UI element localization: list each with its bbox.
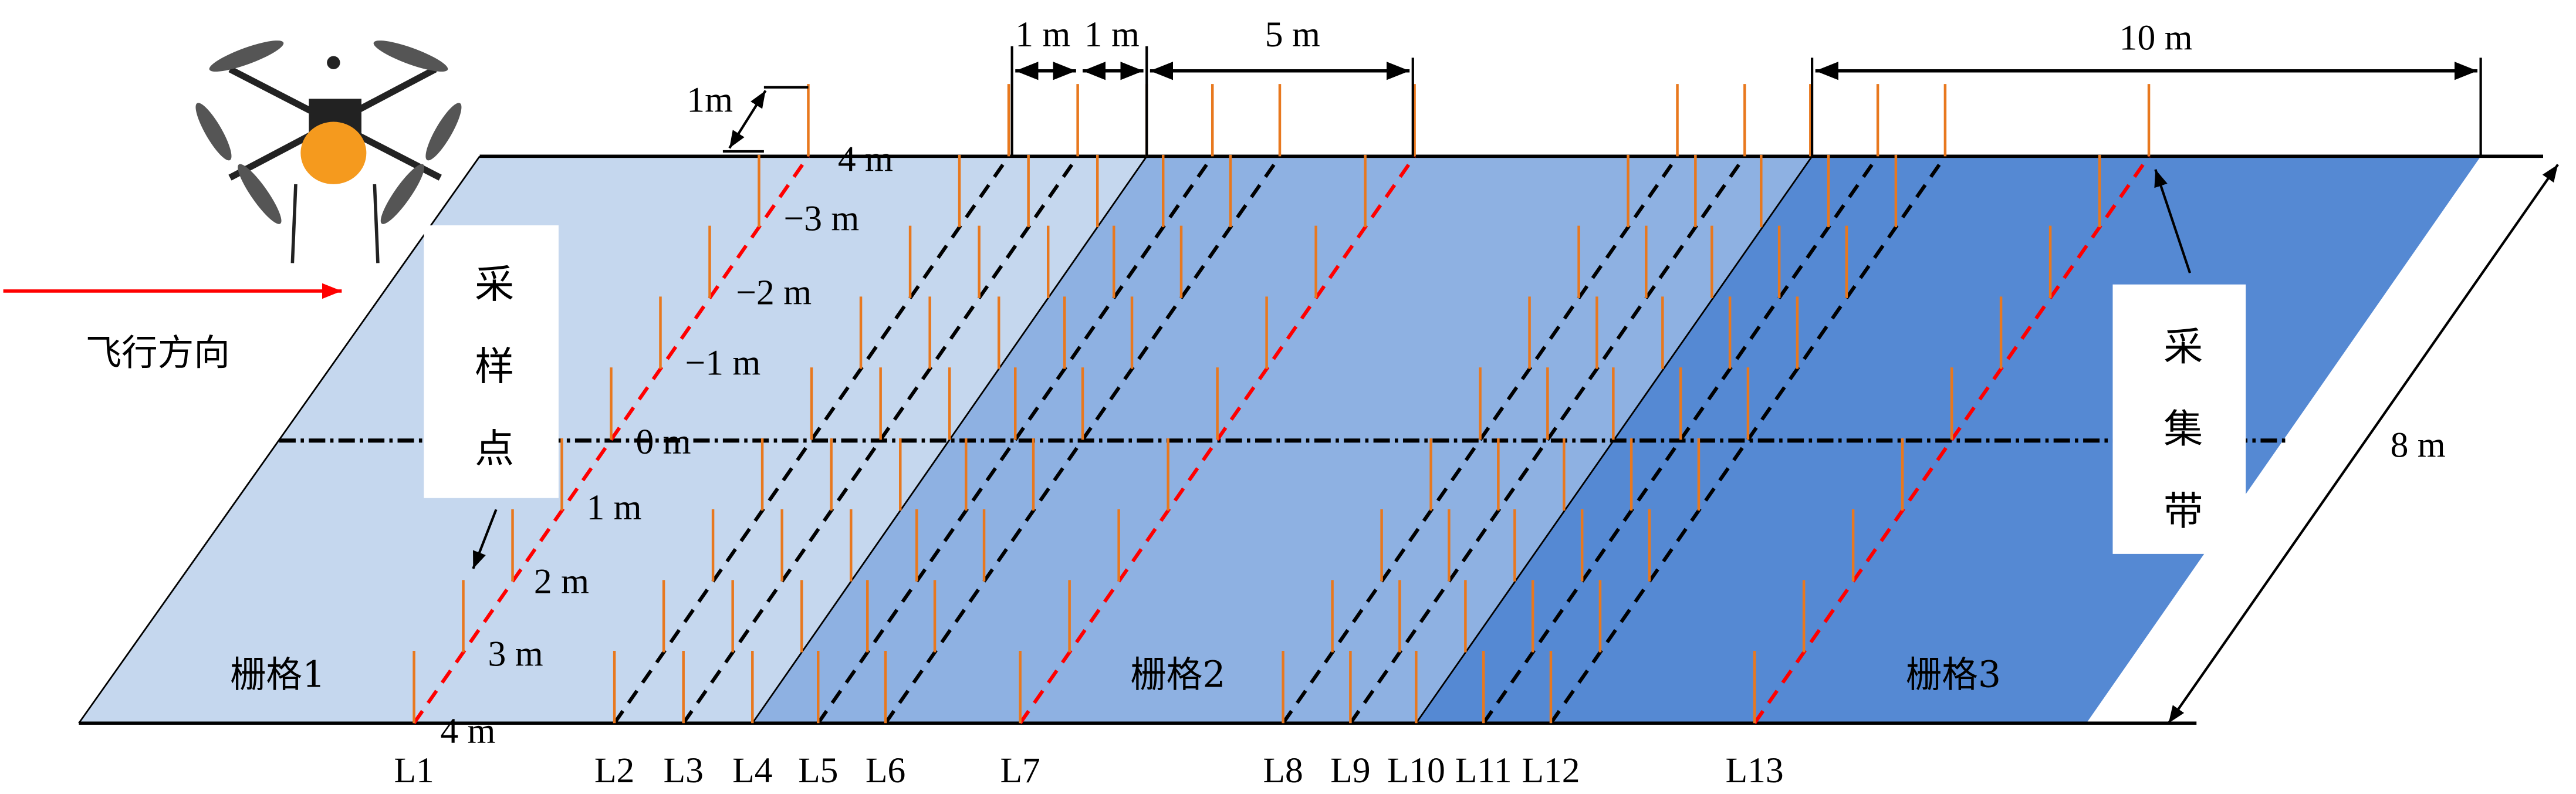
flight-direction-label: 飞行方向 — [86, 332, 230, 374]
line-label: L9 — [1330, 751, 1370, 790]
grid-3-label: 栅格3 — [1906, 654, 2001, 696]
width-label: 8 m — [2391, 425, 2446, 465]
gap-c-label: 5 m — [1265, 15, 1320, 55]
line-label: L4 — [732, 751, 772, 790]
position-label: 0 m — [636, 422, 691, 462]
line-label: L7 — [1000, 751, 1040, 790]
position-label: 2 m — [534, 562, 589, 602]
position-label: 1 m — [587, 488, 642, 528]
position-label: −3 m — [783, 198, 859, 238]
grid-1-label: 栅格1 — [230, 654, 325, 696]
position-label: 4 m — [440, 711, 495, 751]
sampling-point-label: 采样点 — [468, 263, 514, 509]
gap-a-label: 1 m — [1015, 15, 1070, 55]
line-label: L12 — [1522, 751, 1580, 790]
grid-2-label: 栅格2 — [1130, 654, 1225, 696]
line-label: L5 — [798, 751, 838, 790]
position-label: −1 m — [685, 343, 760, 383]
sample-spacing-label: 1m — [687, 80, 733, 120]
line-label: L13 — [1726, 751, 1784, 790]
drone-icon — [195, 40, 462, 263]
sampling-point-box — [424, 225, 559, 498]
grid3-length-label: 10 m — [2119, 18, 2193, 58]
gap-b-label: 1 m — [1084, 15, 1140, 55]
sampling-point-arrow — [472, 509, 498, 569]
position-label: 4 m — [838, 140, 893, 180]
top-dimensions — [722, 46, 2559, 724]
line-label: L1 — [394, 751, 434, 790]
line-label: L10 — [1387, 751, 1445, 790]
line-label: L3 — [663, 751, 703, 790]
grid-2-area — [752, 156, 1813, 724]
line-label: L11 — [1455, 751, 1512, 790]
line-label: L2 — [594, 751, 634, 790]
line-label: L6 — [866, 751, 905, 790]
position-label: 3 m — [488, 634, 543, 674]
position-label: −2 m — [736, 272, 812, 312]
line-label: L8 — [1263, 751, 1303, 790]
collection-strip-label: 采集带 — [2157, 326, 2203, 572]
